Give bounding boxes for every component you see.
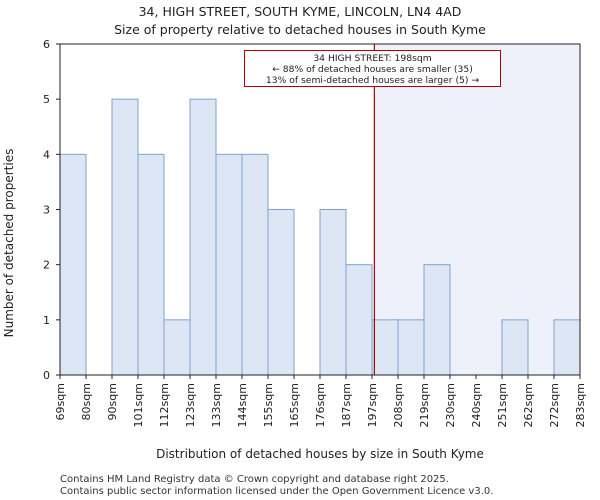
x-tick-label: 144sqm: [236, 383, 249, 427]
y-tick-label: 2: [43, 259, 50, 272]
x-tick-label: 187sqm: [340, 383, 353, 427]
x-tick-label: 155sqm: [262, 383, 275, 427]
y-axis-label: Number of detached properties: [2, 149, 16, 338]
histogram-bar: [267, 209, 295, 376]
histogram-bar: [345, 264, 373, 376]
histogram-bar: [553, 319, 581, 376]
x-tick-label: 176sqm: [314, 383, 327, 427]
histogram-bar: [241, 153, 269, 376]
histogram-bar: [137, 153, 165, 376]
histogram-bar: [215, 153, 243, 376]
annotation-line-3: 13% of semi-detached houses are larger (…: [265, 75, 480, 86]
x-tick-label: 219sqm: [418, 383, 431, 427]
x-tick-label: 197sqm: [366, 383, 379, 427]
x-tick-label: 112sqm: [158, 383, 171, 427]
x-tick-label: 123sqm: [184, 383, 197, 427]
x-tick-label: 262sqm: [522, 383, 535, 427]
x-axis-label: Distribution of detached houses by size …: [156, 447, 484, 461]
histogram-bar: [371, 319, 399, 376]
x-tick-label: 133sqm: [210, 383, 223, 427]
x-tick-label: 283sqm: [574, 383, 587, 427]
histogram-bar: [319, 209, 347, 376]
x-tick-label: 240sqm: [470, 383, 483, 427]
x-tick-label: 272sqm: [548, 383, 561, 427]
annotation-line-1: 34 HIGH STREET: 198sqm: [313, 53, 432, 64]
y-tick-label: 3: [43, 204, 50, 217]
y-tick-label: 4: [43, 148, 50, 161]
histogram-bar: [111, 98, 139, 376]
chart-subtitle: Size of property relative to detached ho…: [114, 22, 486, 37]
x-tick-label: 230sqm: [444, 383, 457, 427]
y-tick-label: 6: [43, 38, 50, 51]
annotation-line-2: ← 88% of detached houses are smaller (35…: [272, 64, 473, 75]
x-tick-label: 208sqm: [392, 383, 405, 427]
histogram-bar: [397, 319, 425, 376]
x-tick-label: 90sqm: [106, 383, 119, 420]
annotation-box: 34 HIGH STREET: 198sqm ← 88% of detached…: [244, 50, 501, 87]
chart-title: 34, HIGH STREET, SOUTH KYME, LINCOLN, LN…: [138, 4, 462, 19]
histogram-bar: [59, 153, 87, 376]
x-tick-label: 101sqm: [132, 383, 145, 427]
y-tick-label: 5: [43, 93, 50, 106]
footer-licence: Contains public sector information licen…: [60, 486, 494, 497]
histogram-chart: 69sqm 80sqm 90sqm 101sqm 112sqm 123sqm 133sqm 1…: [2, 38, 587, 461]
x-tick-label: 69sqm: [54, 383, 67, 420]
y-tick-label: 1: [43, 314, 50, 327]
histogram-bar: [501, 319, 529, 376]
x-tick-label: 165sqm: [288, 383, 301, 427]
x-tick-label: 251sqm: [496, 383, 509, 427]
histogram-bar: [163, 319, 191, 376]
y-tick-label: 0: [43, 369, 50, 382]
histogram-bar: [423, 264, 451, 376]
x-tick-label: 80sqm: [80, 383, 93, 420]
footer-copyright: Contains HM Land Registry data © Crown c…: [60, 474, 449, 485]
histogram-bar: [189, 98, 217, 376]
